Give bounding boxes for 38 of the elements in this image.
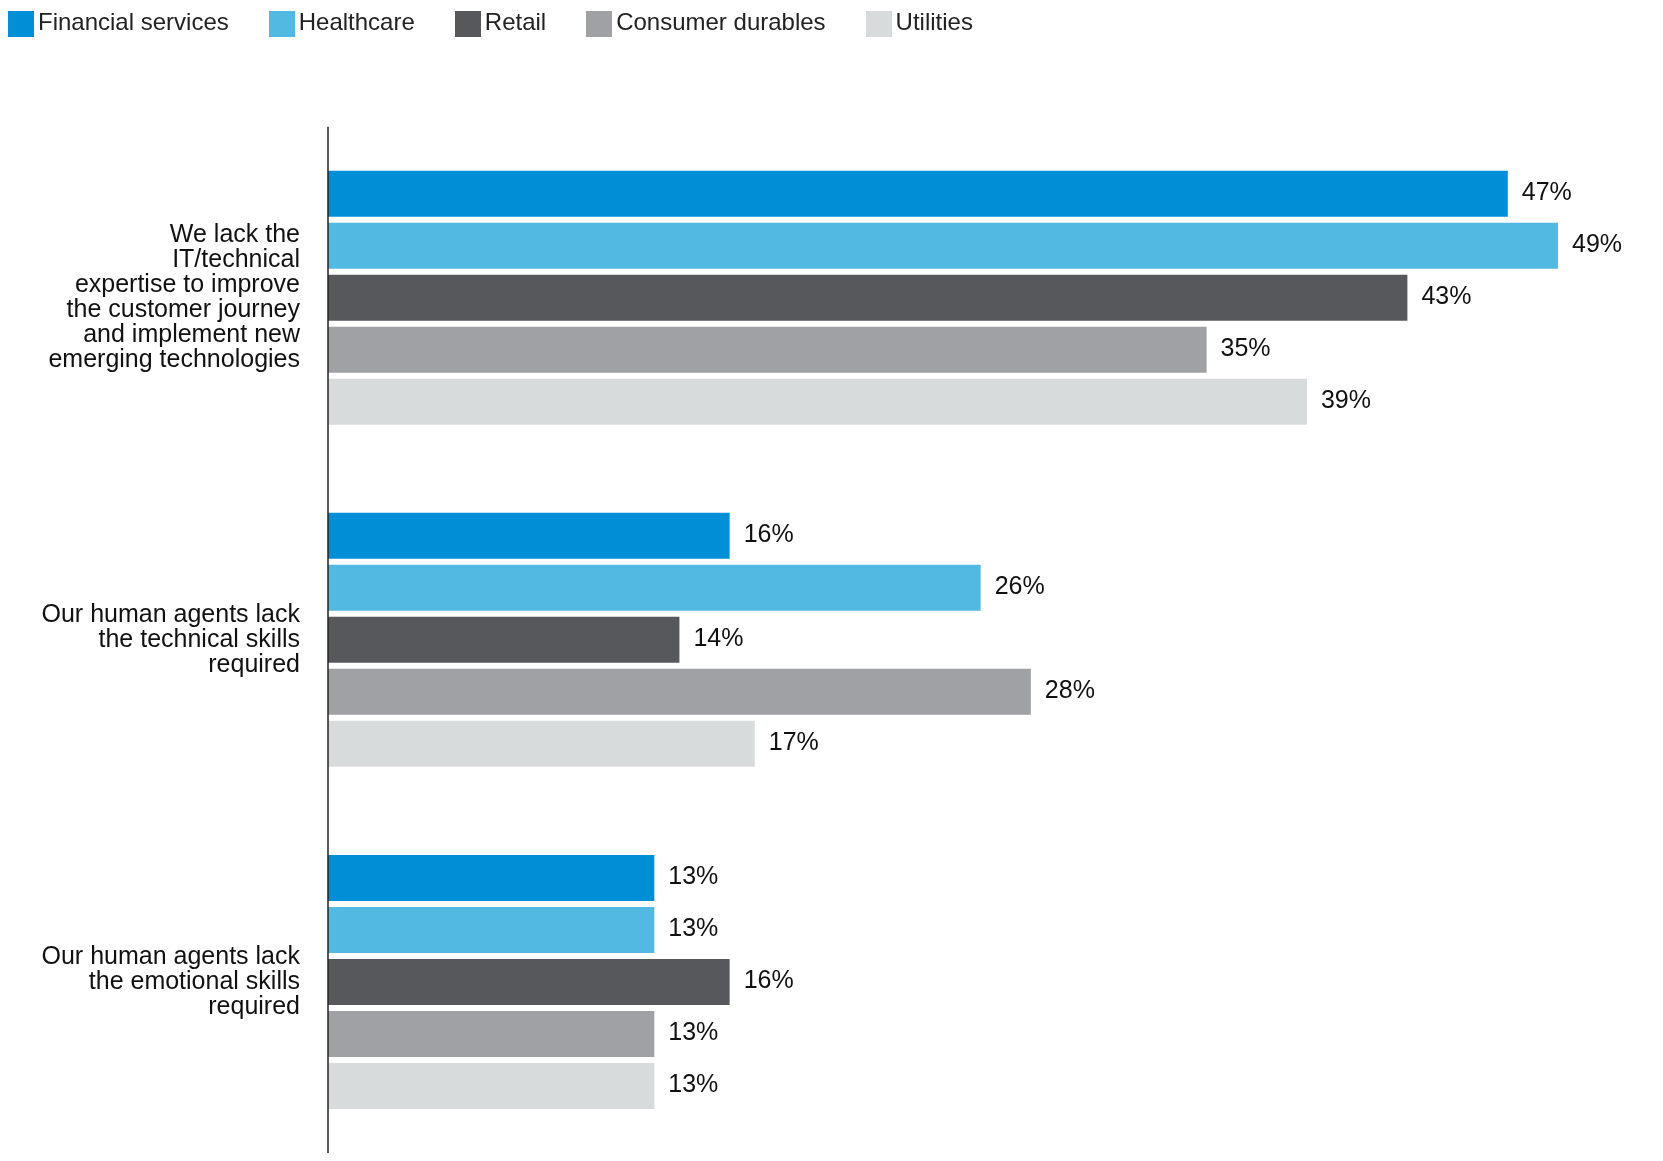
bar	[328, 378, 1307, 425]
bar	[328, 512, 730, 559]
legend-label: Retail	[484, 8, 547, 35]
bar	[328, 906, 655, 953]
bar	[328, 274, 1408, 321]
y-tick-label: Our human agents lack the technical skills required	[41, 598, 301, 677]
data-label: 26%	[994, 571, 1045, 600]
bar	[328, 1010, 655, 1057]
y-tick-label: Our human agents lack the emotional skills required	[41, 940, 301, 1019]
legend-label: Utilities	[895, 8, 973, 35]
data-label: 39%	[1320, 385, 1372, 414]
bar	[328, 616, 680, 663]
data-label: 28%	[1044, 675, 1095, 704]
data-label: 13%	[668, 913, 719, 942]
data-label: 49%	[1572, 229, 1623, 258]
bar	[328, 1062, 655, 1109]
data-label: 16%	[743, 519, 794, 548]
bar	[328, 564, 981, 611]
legend-label: Consumer durables	[616, 8, 826, 35]
data-label: 13%	[668, 861, 719, 890]
bar	[328, 720, 755, 767]
data-label: 16%	[743, 965, 794, 994]
bar	[328, 326, 1207, 373]
y-tick-label: We lack the IT/technical expertise to improve the customer journey and implement new emerging technologies	[48, 218, 301, 372]
data-label: 14%	[693, 623, 744, 652]
bar	[328, 668, 1031, 715]
legend-label: Healthcare	[298, 8, 415, 35]
bar	[328, 854, 655, 901]
bar	[328, 170, 1508, 217]
data-label: 13%	[668, 1017, 719, 1046]
data-label: 35%	[1220, 333, 1271, 362]
data-label: 43%	[1421, 281, 1472, 310]
data-label: 13%	[668, 1069, 719, 1098]
legend-label: Financial services	[38, 8, 229, 35]
data-label: 47%	[1521, 177, 1572, 206]
bar	[328, 222, 1558, 269]
data-label: 17%	[768, 727, 819, 756]
bar	[328, 958, 730, 1005]
